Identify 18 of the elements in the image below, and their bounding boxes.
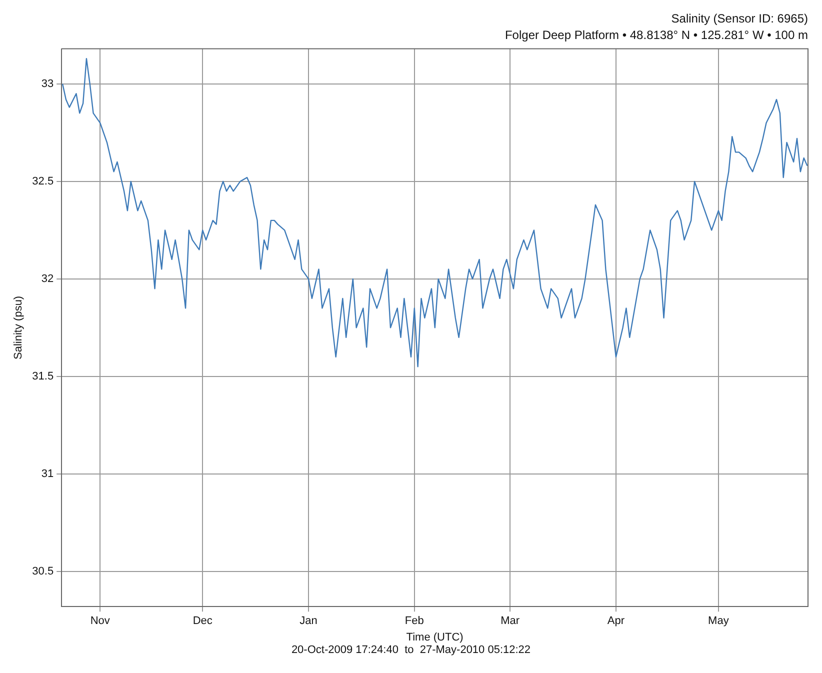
text: 20-Oct-2009 17:24:40 to 27-May-2010 05:12:22 bbox=[290, 644, 532, 656]
x-tick-label: Feb bbox=[404, 615, 424, 628]
y-tick-label: 31 bbox=[41, 468, 54, 480]
y-axis-title: Salinity (psu) bbox=[12, 296, 25, 360]
x-tick-label: Mar bbox=[500, 615, 520, 628]
y-tick-label: 33 bbox=[41, 78, 54, 90]
x-tick-label: May bbox=[708, 615, 730, 628]
x-tick-label: Jan bbox=[300, 615, 318, 628]
y-tick-label: 31.5 bbox=[32, 370, 54, 382]
x-tick-label: Apr bbox=[607, 615, 625, 628]
chart-title: Salinity (Sensor ID: 6965) bbox=[671, 12, 808, 26]
x-axis-title: Time (UTC) bbox=[406, 631, 464, 644]
x-tick-label: Dec bbox=[192, 615, 213, 628]
y-tick-label: 30.5 bbox=[32, 566, 54, 578]
chart-subtitle: Folger Deep Platform • 48.8138° N • 125.281° W • 100 m bbox=[504, 28, 808, 42]
y-tick-label: 32.5 bbox=[32, 175, 54, 188]
x-tick-label: Nov bbox=[90, 615, 110, 628]
y-tick-label: 32 bbox=[41, 272, 54, 285]
